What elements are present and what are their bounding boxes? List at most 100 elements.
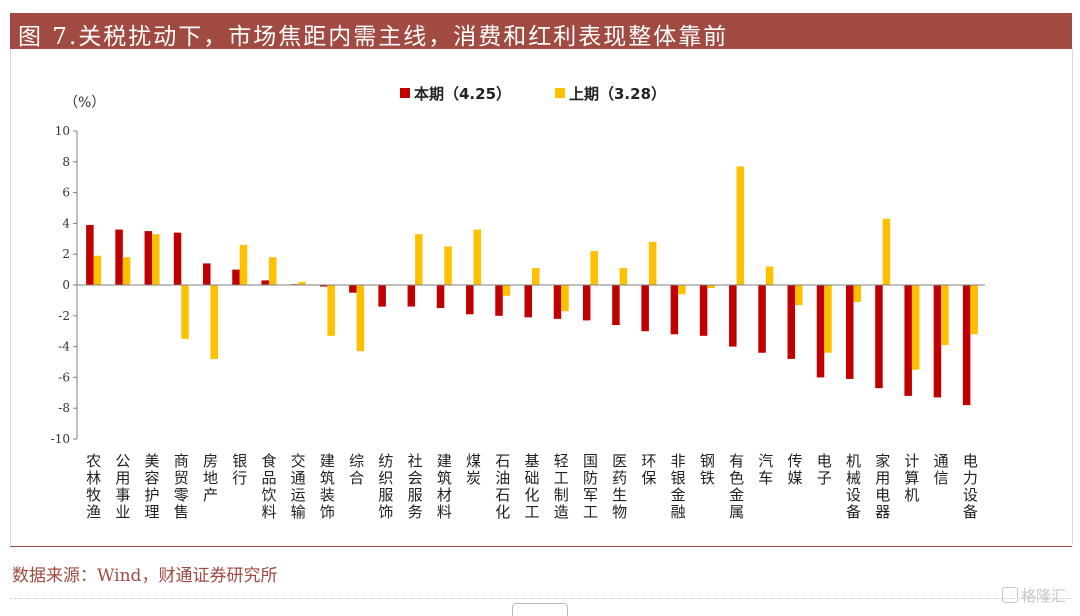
bar-current-17 [553, 285, 562, 319]
x-category-label: 色 [729, 469, 744, 487]
legend-label-1: 本期（4.25） [414, 85, 511, 103]
x-category-label: 织 [378, 469, 393, 487]
x-category-label: 容 [145, 469, 160, 487]
bar-previous-8 [298, 281, 306, 285]
x-category-label: 轻 [554, 452, 569, 470]
x-category-label: 建 [320, 452, 335, 470]
x-category-label: 电 [875, 486, 890, 504]
bar-current-18 [582, 285, 591, 321]
x-category-label: 通 [934, 452, 949, 470]
x-category-label: 属 [729, 503, 744, 521]
bar-current-28 [875, 285, 883, 389]
bar-previous-27 [853, 285, 861, 302]
x-category-label: 输 [291, 503, 306, 521]
x-category-label: 媒 [788, 469, 803, 487]
x-category-label: 计 [904, 452, 919, 470]
bar-previous-19 [619, 268, 628, 285]
x-category-label: 工 [554, 469, 569, 487]
watermark-logo-icon [1001, 587, 1018, 603]
legend-swatch-2 [555, 88, 565, 98]
bar-previous-24 [765, 266, 774, 285]
x-category-label: 合 [349, 469, 364, 487]
bar-current-7 [261, 280, 269, 285]
x-category-label: 用 [115, 469, 130, 487]
bar-previous-30 [941, 285, 949, 346]
x-category-label: 林 [86, 469, 101, 487]
y-tick-label: 6 [62, 186, 70, 200]
page-tab-handle[interactable] [512, 603, 568, 616]
x-category-label: 料 [261, 503, 276, 521]
y-tick-label: -8 [58, 401, 70, 415]
bar-current-6 [232, 269, 240, 285]
x-category-label: 社 [408, 452, 423, 470]
y-tick-label: -10 [51, 432, 70, 446]
legend-swatch-1 [400, 88, 410, 98]
x-category-label: 药 [612, 469, 627, 487]
title-bar: 图 7.关税扰动下，市场焦距内需主线，消费和红利表现整体靠前 [10, 13, 1072, 50]
x-category-label: 器 [875, 503, 890, 521]
x-category-label: 汽 [758, 452, 773, 470]
bar-previous-17 [561, 285, 569, 312]
x-category-label: 饰 [378, 503, 393, 521]
x-category-label: 售 [174, 503, 189, 521]
bar-previous-20 [648, 241, 657, 285]
x-category-label: 家 [875, 452, 890, 470]
x-category-label: 农 [86, 452, 101, 470]
x-category-label: 金 [671, 486, 686, 504]
y-tick-label: 0 [62, 278, 70, 292]
x-category-label: 渔 [86, 503, 101, 521]
bar-previous-2 [122, 257, 131, 285]
bar-current-30 [933, 285, 942, 398]
bar-current-25 [787, 285, 796, 359]
x-category-label: 金 [729, 486, 744, 504]
y-tick-label: 2 [62, 247, 70, 261]
x-category-label: 理 [145, 503, 160, 521]
x-category-label: 信 [934, 469, 949, 487]
source-note: 数据来源：Wind，财通证券研究所 [12, 566, 278, 586]
bar-current-3 [144, 231, 153, 285]
bar-current-5 [203, 263, 211, 285]
x-category-label: 机 [904, 486, 919, 504]
x-category-label: 用 [875, 469, 890, 487]
x-category-label: 务 [408, 503, 423, 521]
footer-divider [10, 598, 1072, 599]
x-category-label: 制 [554, 486, 569, 504]
x-category-label: 设 [846, 486, 861, 504]
x-category-label: 生 [612, 486, 627, 504]
x-category-label: 保 [641, 469, 656, 487]
x-category-label: 备 [963, 503, 978, 521]
bar-current-29 [904, 285, 912, 396]
x-category-label: 础 [524, 469, 539, 487]
x-category-label: 通 [291, 469, 306, 487]
x-category-label: 银 [671, 469, 686, 487]
x-category-label: 化 [495, 503, 510, 521]
bar-previous-14 [473, 229, 482, 285]
x-category-label: 非 [671, 452, 686, 470]
bar-previous-6 [239, 244, 248, 285]
bar-previous-3 [152, 234, 160, 285]
x-category-label: 有 [729, 452, 744, 470]
x-category-label: 备 [846, 503, 861, 521]
x-category-label: 银 [232, 452, 247, 470]
bar-previous-9 [327, 285, 335, 336]
x-category-label: 融 [671, 503, 686, 521]
x-category-label: 建 [437, 452, 452, 470]
bar-previous-10 [356, 285, 365, 352]
watermark-text: 格隆汇 [1020, 587, 1066, 605]
x-category-label: 零 [174, 486, 189, 504]
x-category-label: 电 [963, 452, 978, 470]
x-category-label: 环 [641, 452, 656, 470]
x-category-label: 地 [203, 469, 218, 487]
x-category-label: 铁 [700, 469, 715, 487]
bar-previous-1 [93, 255, 102, 285]
x-category-label: 料 [437, 503, 452, 521]
bar-current-12 [407, 285, 416, 307]
x-category-label: 油 [495, 469, 510, 487]
x-category-label: 装 [320, 486, 335, 504]
x-category-label: 公 [115, 452, 130, 470]
x-category-label: 商 [174, 452, 189, 470]
x-category-label: 医 [612, 452, 627, 470]
bar-previous-23 [736, 166, 745, 285]
bar-current-21 [670, 285, 679, 335]
